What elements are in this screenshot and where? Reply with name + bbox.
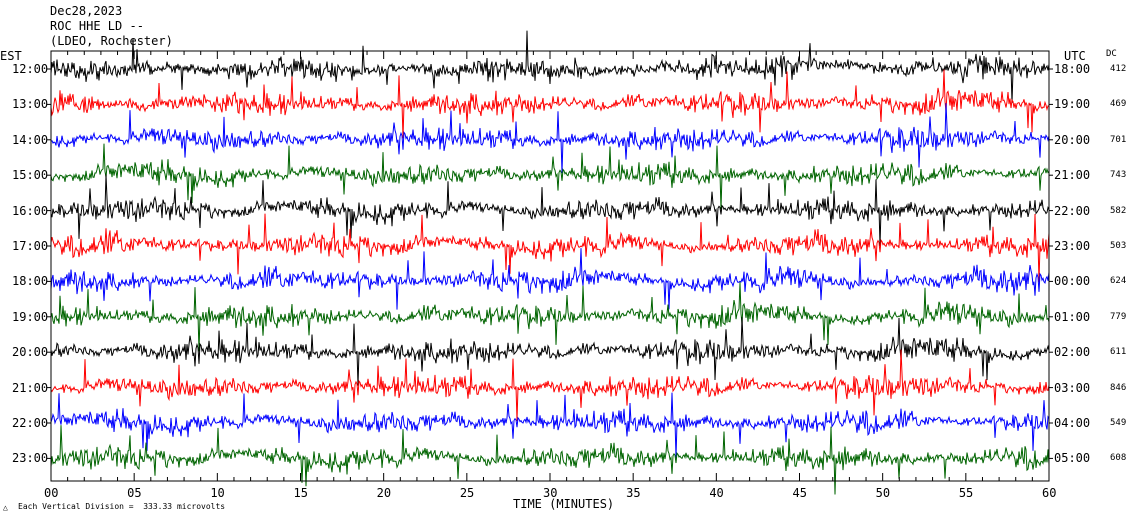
est-hour-label: 13:00 <box>12 97 49 112</box>
x-tick-label: 05 <box>127 486 142 500</box>
trace-2300 <box>50 425 1050 495</box>
est-hour-label: 14:00 <box>12 132 49 147</box>
trace-1700 <box>50 213 1050 283</box>
utc-hour-label: 23:00 <box>1054 239 1091 253</box>
tick-layer <box>47 51 1053 481</box>
dc-offset-value: 503 <box>1110 241 1127 251</box>
dc-offset-value: 846 <box>1110 382 1127 393</box>
utc-hour-label: 19:00 <box>1054 97 1091 112</box>
x-tick-label: 55 <box>958 486 974 500</box>
x-tick-label: 60 <box>1042 486 1057 500</box>
trace-1500 <box>50 143 1050 210</box>
dc-offset-value: 624 <box>1110 276 1127 287</box>
trace-1600 <box>50 174 1050 247</box>
trace-1200 <box>50 30 1050 104</box>
trace-2000 <box>50 317 1050 386</box>
utc-hour-label: 02:00 <box>1054 345 1091 360</box>
vertical-division-note: Each Vertical Division = 333.33 microvol… <box>18 502 226 511</box>
x-tick-label: 00 <box>44 486 59 500</box>
utc-hour-label: 22:00 <box>1054 203 1091 218</box>
x-tick-label: 20 <box>376 486 392 500</box>
x-tick-label: 25 <box>459 486 475 500</box>
est-hour-label: 16:00 <box>12 203 49 218</box>
utc-hour-label: 01:00 <box>1054 309 1091 324</box>
utc-hour-label: 18:00 <box>1054 62 1091 76</box>
x-tick-label: 10 <box>210 486 225 500</box>
utc-hour-label: 21:00 <box>1054 168 1091 183</box>
dc-offset-value: 701 <box>1110 134 1127 145</box>
dc-offset-value: 743 <box>1110 170 1127 181</box>
est-hour-label: 19:00 <box>12 309 49 324</box>
est-hour-label: 20:00 <box>12 345 49 360</box>
x-tick-label: 40 <box>709 486 724 500</box>
x-tick-label: 50 <box>875 486 891 500</box>
right-timezone-label: UTC <box>1064 49 1086 63</box>
utc-hour-label: 00:00 <box>1054 274 1091 289</box>
est-hour-label: 17:00 <box>12 239 49 253</box>
dc-offset-value: 469 <box>1110 99 1127 110</box>
dc-offset-value: 549 <box>1110 418 1127 428</box>
est-hour-label: 18:00 <box>12 274 49 289</box>
trace-2100 <box>50 349 1050 422</box>
x-tick-label: 35 <box>626 486 641 500</box>
trace-layer <box>50 30 1050 495</box>
trace-1900 <box>50 282 1050 352</box>
utc-hour-label: 05:00 <box>1054 451 1091 466</box>
utc-hour-label: 20:00 <box>1054 132 1091 147</box>
est-hour-label: 12:00 <box>12 62 49 76</box>
x-tick-label: 30 <box>543 486 558 500</box>
dc-offset-value: 779 <box>1110 311 1127 322</box>
network-label: (LDEO, Rochester) <box>50 34 173 48</box>
dc-offset-value: 611 <box>1110 347 1127 358</box>
dc-offset-value: 582 <box>1110 205 1127 216</box>
est-hour-label: 23:00 <box>12 451 49 466</box>
est-hour-label: 15:00 <box>12 168 49 183</box>
est-hour-label: 22:00 <box>12 416 49 430</box>
footnote-logo-icon: △ <box>3 503 8 512</box>
x-tick-label: 15 <box>293 486 308 500</box>
x-tick-label: 45 <box>792 486 807 500</box>
dc-offset-value: 608 <box>1110 453 1127 464</box>
chart-date: Dec28,2023 <box>50 4 123 18</box>
plot-frame <box>50 50 1050 482</box>
trace-1300 <box>50 69 1050 139</box>
utc-hour-label: 04:00 <box>1054 416 1091 430</box>
dc-offset-value: 412 <box>1110 64 1127 74</box>
utc-hour-label: 03:00 <box>1054 380 1091 395</box>
trace-1400 <box>50 103 1050 174</box>
x-axis-title: TIME (MINUTES) <box>513 497 615 511</box>
left-timezone-label: EST <box>0 49 22 63</box>
est-hour-label: 21:00 <box>12 380 49 395</box>
dc-header: DC <box>1106 49 1117 59</box>
trace-1800 <box>50 248 1050 310</box>
trace-2200 <box>50 392 1050 458</box>
station-code: ROC HHE LD -- <box>50 19 144 33</box>
